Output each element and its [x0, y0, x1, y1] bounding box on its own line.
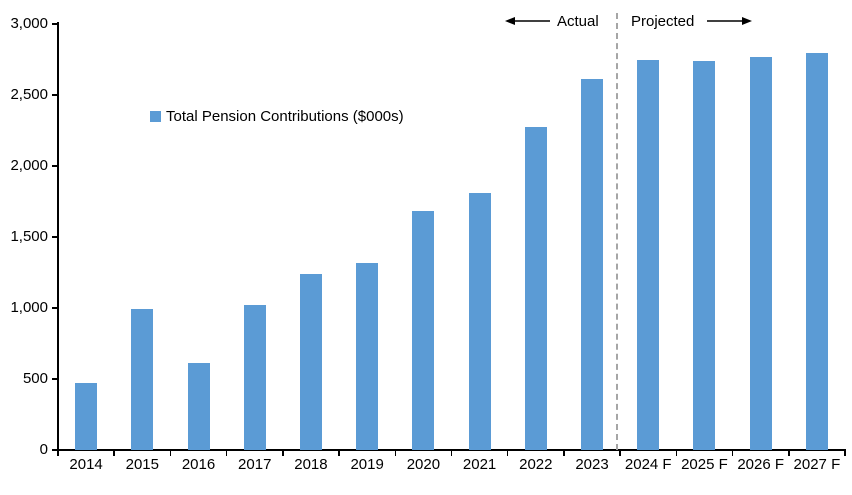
y-tick-mark: [52, 307, 58, 309]
x-tick-mark: [675, 451, 678, 456]
x-tick-mark: [225, 451, 228, 456]
bar-2016: [187, 363, 210, 450]
bar-2018: [299, 273, 322, 450]
legend-swatch-icon: [150, 111, 161, 122]
x-axis-line: [57, 449, 846, 451]
x-tick-mark: [169, 451, 172, 456]
y-tick-label: 0: [39, 441, 48, 458]
y-tick-label: 3,000: [10, 15, 48, 32]
y-tick-label: 2,500: [10, 86, 48, 103]
right-arrow-icon: [707, 17, 752, 25]
x-tick-mark: [619, 451, 621, 456]
bar-2021: [468, 192, 491, 450]
x-tick-label: 2020: [406, 456, 441, 473]
y-tick-label: 1,000: [10, 299, 48, 316]
legend: Total Pension Contributions ($000s): [150, 109, 404, 124]
y-tick-label: 500: [22, 370, 48, 387]
bar-2020: [412, 211, 435, 450]
x-tick-mark: [113, 451, 115, 456]
y-tick-mark: [52, 378, 58, 380]
x-tick-label: 2026 F: [737, 456, 785, 473]
x-tick-mark: [57, 451, 59, 456]
x-tick-label: 2016: [181, 456, 216, 473]
actual-projected-divider-line: [616, 13, 618, 450]
x-tick-label: 2021: [462, 456, 497, 473]
projected-label: Projected: [631, 13, 695, 30]
x-tick-label: 2015: [125, 456, 159, 473]
x-tick-label: 2014: [69, 456, 103, 473]
bar-2023: [581, 79, 604, 450]
legend-label: Total Pension Contributions ($000s): [166, 108, 404, 125]
bar-2019: [356, 262, 379, 450]
x-tick-label: 2025 F: [681, 456, 728, 473]
x-tick-mark: [731, 451, 734, 456]
left-arrow-icon: [505, 17, 550, 25]
y-tick-mark: [52, 94, 58, 96]
y-tick-mark: [52, 236, 58, 238]
x-tick-label: 2023: [575, 456, 609, 473]
bar-2022: [524, 126, 547, 450]
x-tick-label: 2022: [519, 456, 553, 473]
x-tick-label: 2018: [294, 456, 328, 473]
actual-label: Actual: [557, 13, 599, 30]
x-tick-label: 2019: [350, 456, 384, 473]
bar-2024-f: [637, 59, 660, 450]
y-tick-mark: [52, 449, 58, 451]
y-tick-mark: [52, 23, 58, 25]
x-tick-mark: [506, 451, 509, 456]
x-tick-mark: [338, 451, 340, 456]
bar-2026-f: [749, 56, 772, 450]
y-tick-label: 1,500: [10, 228, 48, 245]
x-tick-mark: [450, 451, 453, 456]
x-tick-mark: [394, 451, 397, 456]
x-tick-mark: [282, 451, 284, 456]
x-tick-mark: [788, 451, 790, 456]
x-tick-mark: [563, 451, 565, 456]
x-tick-mark: [844, 451, 846, 456]
x-tick-label: 2017: [238, 456, 272, 473]
x-tick-label: 2024 F: [624, 456, 672, 473]
bar-2015: [131, 309, 154, 450]
x-tick-label: 2027 F: [793, 456, 841, 473]
bar-2014: [75, 383, 98, 450]
bar-2017: [243, 305, 266, 450]
y-tick-label: 2,000: [10, 157, 48, 174]
bar-2025-f: [693, 60, 716, 450]
bar-2027-f: [805, 53, 828, 450]
y-tick-mark: [52, 165, 58, 167]
